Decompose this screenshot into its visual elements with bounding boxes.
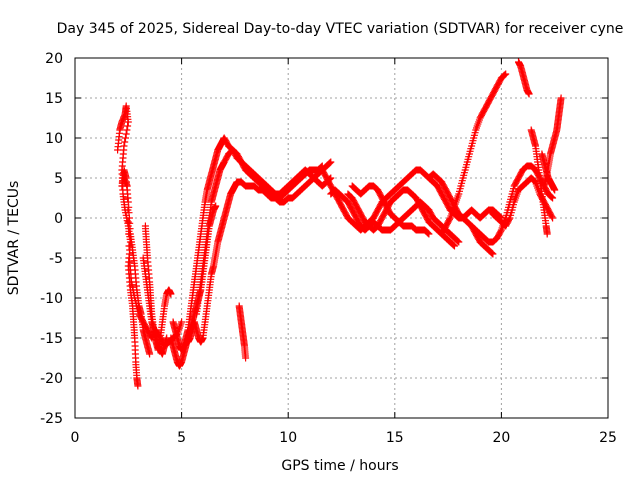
y-tick-label: 10 — [45, 131, 63, 147]
data-point-marker — [551, 186, 559, 194]
data-point-marker — [125, 242, 133, 250]
x-tick-label: 25 — [599, 430, 617, 446]
y-tick-label: 0 — [54, 211, 63, 227]
data-point-marker — [505, 215, 513, 223]
data-point-marker — [543, 230, 551, 238]
data-point-marker — [242, 354, 250, 362]
data-point-marker — [167, 290, 175, 298]
data-points — [114, 58, 565, 390]
data-point-marker — [451, 242, 458, 250]
data-point-marker — [455, 238, 463, 246]
x-tick-label: 10 — [279, 430, 297, 446]
data-point-marker — [450, 241, 458, 249]
data-point-marker — [122, 130, 130, 138]
data-point-marker — [123, 182, 131, 190]
data-point-marker — [501, 71, 509, 79]
axis-ticks: 0 5 10 15 20 25 -25 -20 -15 -10 -5 0 5 10 15 20 — [40, 51, 617, 446]
y-tick-label: -10 — [40, 291, 63, 307]
x-tick-label: 15 — [386, 430, 404, 446]
data-point-marker — [134, 382, 142, 390]
y-tick-label: 20 — [45, 51, 63, 67]
data-point-marker — [525, 90, 533, 98]
data-point-marker — [497, 227, 505, 235]
data-point-marker — [124, 206, 132, 214]
data-point-marker — [146, 350, 154, 358]
data-point-marker — [122, 134, 129, 142]
data-point-marker — [446, 215, 453, 223]
data-point-marker — [557, 94, 565, 102]
data-point-marker — [549, 214, 557, 222]
x-tick-label: 0 — [71, 430, 80, 446]
data-point-marker — [121, 138, 129, 146]
y-tick-label: -25 — [40, 411, 63, 427]
y-axis-label: SDTVAR / TECUs — [6, 181, 22, 296]
data-point-marker — [123, 126, 131, 134]
data-point-marker — [178, 318, 186, 326]
y-tick-label: -15 — [40, 331, 63, 347]
chart-title: Day 345 of 2025, Sidereal Day-to-day VTE… — [57, 21, 624, 37]
grid-lines — [75, 58, 608, 418]
data-point-marker — [125, 230, 133, 238]
data-point-marker — [548, 213, 556, 221]
data-point-marker — [424, 229, 432, 237]
y-tick-label: -20 — [40, 371, 63, 387]
plot-frame — [74, 57, 609, 419]
data-point-marker — [327, 158, 335, 166]
data-point-marker — [500, 71, 508, 79]
y-tick-label: -5 — [49, 251, 63, 267]
data-point-marker — [124, 218, 132, 226]
data-point-marker — [425, 230, 433, 238]
y-tick-label: 5 — [54, 171, 63, 187]
data-point-marker — [212, 202, 220, 210]
data-point-marker — [124, 122, 132, 130]
data-point-marker — [488, 249, 496, 257]
data-point-marker — [549, 194, 557, 202]
data-point-marker — [548, 193, 556, 201]
data-point-marker — [326, 159, 334, 167]
data-point-marker — [502, 70, 510, 78]
data-point-marker — [454, 237, 462, 245]
x-tick-label: 20 — [492, 430, 510, 446]
x-tick-label: 5 — [177, 430, 186, 446]
data-point-marker — [124, 118, 132, 126]
y-tick-label: 15 — [45, 91, 63, 107]
data-point-marker — [489, 250, 497, 258]
data-point-marker — [124, 194, 132, 202]
x-axis-label: GPS time / hours — [281, 458, 398, 474]
